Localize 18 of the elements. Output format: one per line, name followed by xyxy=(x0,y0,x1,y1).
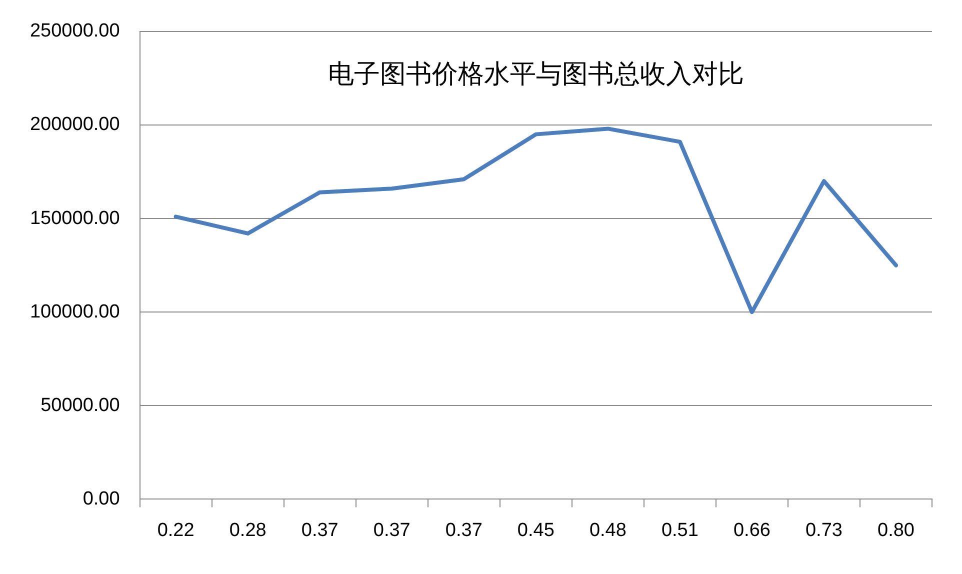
x-tick-label: 0.66 xyxy=(733,520,770,541)
y-tick-label: 0.00 xyxy=(82,488,120,510)
x-tick-label: 0.45 xyxy=(517,520,554,541)
x-tick-label: 0.80 xyxy=(878,520,914,541)
x-tick-label: 0.73 xyxy=(805,520,842,541)
text: 电子图书价格水平与图书总收入对比 xyxy=(328,58,744,89)
y-tick-label: 200000.00 xyxy=(30,114,120,136)
y-tick-label: 100000.00 xyxy=(30,301,120,322)
y-tick-label: 250000.00 xyxy=(30,20,120,42)
x-tick-label: 0.48 xyxy=(589,520,626,541)
x-tick-label: 0.51 xyxy=(661,520,698,541)
x-tick-label: 0.22 xyxy=(157,520,194,541)
y-tick-label: 150000.00 xyxy=(30,208,120,229)
x-tick-label: 0.37 xyxy=(301,520,338,541)
x-tick-label: 0.37 xyxy=(445,520,482,541)
x-tick-label: 0.28 xyxy=(229,520,266,541)
x-tick-label: 0.37 xyxy=(373,520,410,541)
y-tick-label: 50000.00 xyxy=(40,394,120,416)
